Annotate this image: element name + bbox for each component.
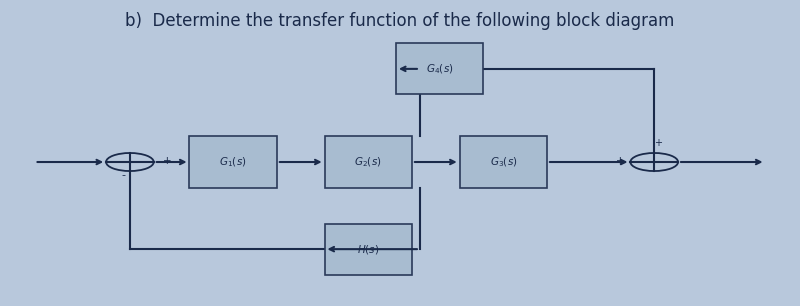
Text: $G_4(s)$: $G_4(s)$ xyxy=(426,62,454,76)
Text: -: - xyxy=(122,170,126,180)
Text: +: + xyxy=(616,155,625,166)
Text: $H(s)$: $H(s)$ xyxy=(357,243,379,256)
FancyBboxPatch shape xyxy=(325,136,412,188)
Text: $G_1(s)$: $G_1(s)$ xyxy=(219,155,247,169)
Text: $G_3(s)$: $G_3(s)$ xyxy=(490,155,517,169)
Text: b)  Determine the transfer function of the following block diagram: b) Determine the transfer function of th… xyxy=(126,12,674,30)
Text: $G_2(s)$: $G_2(s)$ xyxy=(354,155,382,169)
FancyBboxPatch shape xyxy=(396,43,483,95)
FancyBboxPatch shape xyxy=(459,136,547,188)
Text: +: + xyxy=(163,155,172,166)
FancyBboxPatch shape xyxy=(190,136,277,188)
Text: +: + xyxy=(654,139,662,148)
FancyBboxPatch shape xyxy=(325,224,412,275)
